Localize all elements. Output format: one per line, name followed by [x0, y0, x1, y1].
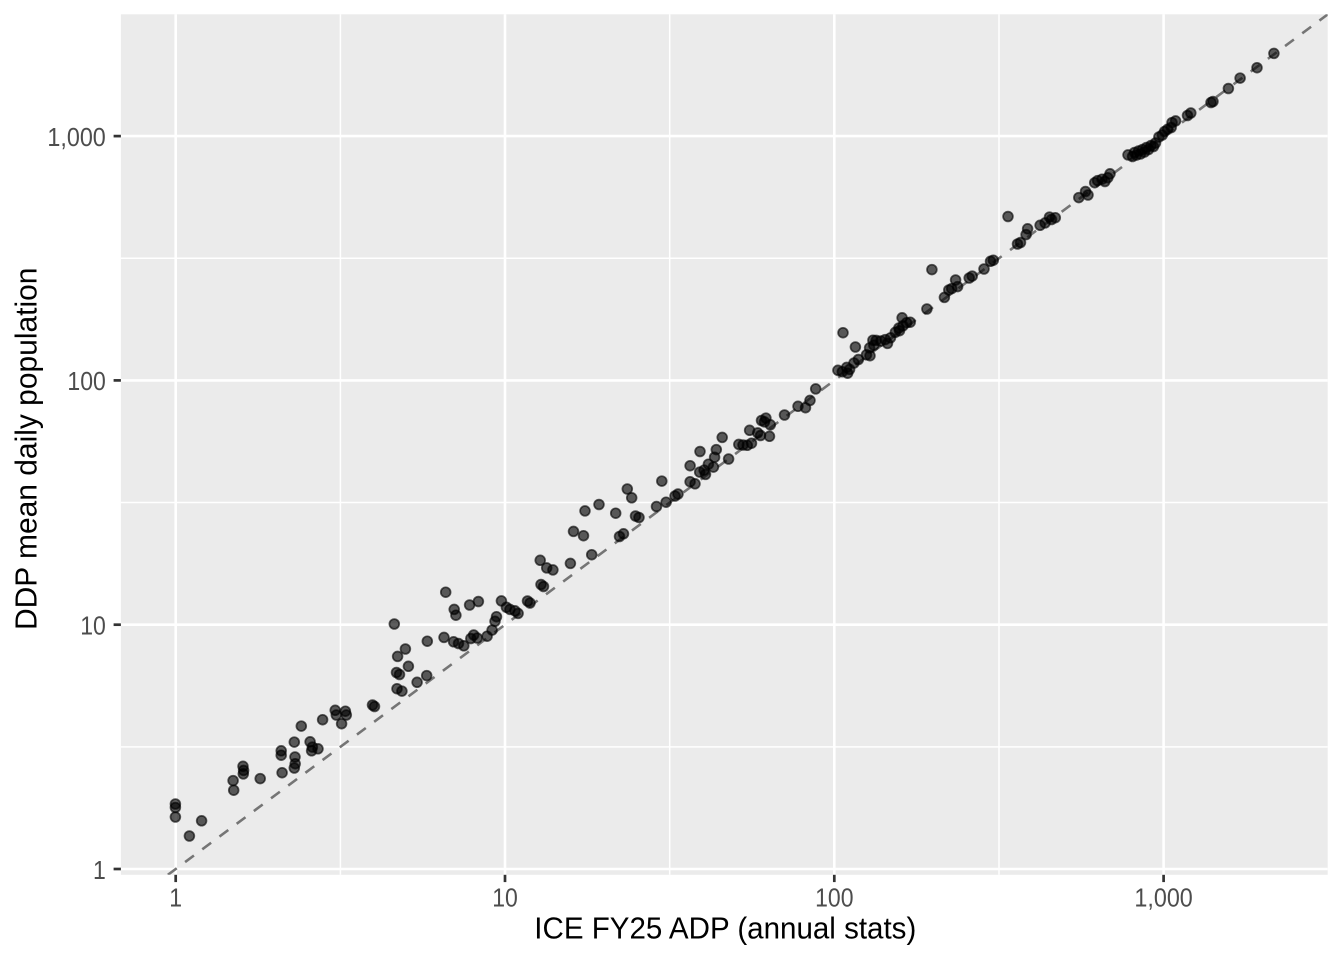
- svg-text:DDP mean daily population: DDP mean daily population: [8, 268, 43, 631]
- svg-text:1: 1: [93, 855, 106, 885]
- svg-text:100: 100: [815, 882, 853, 912]
- svg-text:100: 100: [67, 366, 105, 396]
- svg-text:ICE FY25 ADP (annual stats): ICE FY25 ADP (annual stats): [534, 911, 916, 946]
- svg-text:1,000: 1,000: [1134, 882, 1192, 912]
- svg-text:1,000: 1,000: [47, 122, 105, 152]
- svg-text:10: 10: [80, 611, 106, 641]
- svg-text:10: 10: [492, 882, 518, 912]
- svg-text:1: 1: [169, 882, 182, 912]
